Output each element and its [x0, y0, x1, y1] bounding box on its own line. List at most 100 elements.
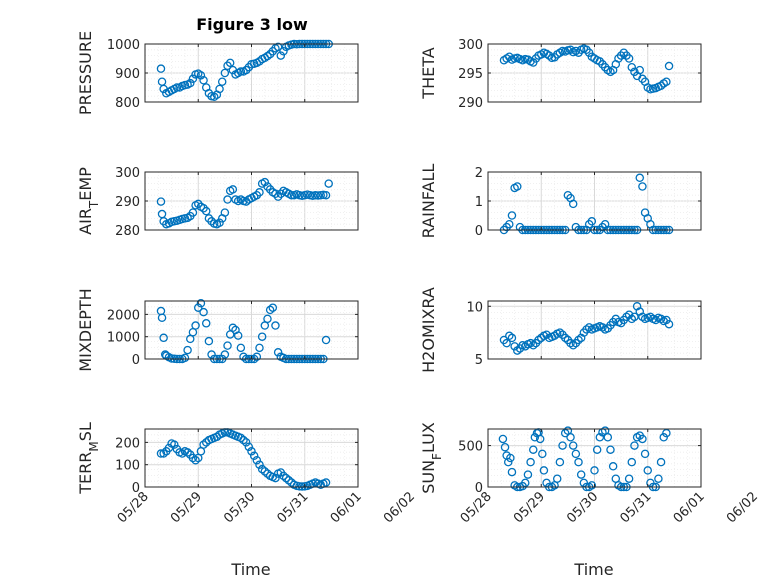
data-point: [207, 350, 216, 359]
y-tick-label: 300: [115, 166, 140, 181]
data-point: [627, 62, 637, 72]
data-point: [568, 341, 578, 350]
y-tick-label: 300: [458, 38, 483, 53]
data-point: [228, 323, 238, 333]
data-point: [215, 218, 224, 227]
y-axis-label: PRESSURE: [76, 31, 95, 115]
data-point: [183, 448, 192, 457]
data-point: [624, 474, 634, 483]
data-point: [252, 455, 262, 465]
data-point: [568, 441, 578, 450]
data-point: [247, 447, 256, 456]
data-point: [630, 441, 639, 450]
data-point: [257, 464, 267, 474]
data-point: [225, 58, 235, 68]
subplot-1: 800 900 1000 PRESSURE: [76, 31, 359, 115]
data-point: [321, 478, 331, 487]
data-point: [186, 78, 195, 88]
data-points: [156, 298, 331, 364]
data-point: [295, 482, 304, 491]
data-point: [220, 350, 230, 359]
data-point: [239, 435, 248, 445]
data-point: [159, 333, 168, 343]
data-point: [606, 445, 615, 454]
subplot-6: 5 10 H2OMIXRA: [419, 287, 702, 373]
ylabel-part: AIR: [76, 208, 95, 235]
data-point: [287, 190, 296, 200]
data-point: [529, 341, 538, 350]
data-point: [236, 433, 246, 443]
data-point: [662, 77, 671, 86]
ylabel-part: SUN: [419, 460, 438, 494]
data-point: [271, 321, 280, 330]
y-axis-label: AIRTEMP: [76, 167, 101, 235]
left-x-axis-label: Time: [230, 560, 270, 579]
data-point: [180, 353, 190, 363]
data-point: [507, 211, 517, 220]
data-point: [191, 455, 200, 465]
y-axis-label: SUNFLUX: [419, 422, 444, 494]
data-point: [196, 298, 206, 308]
y-axis-label: THETA: [419, 47, 438, 99]
data-point: [241, 438, 251, 447]
y-axis-label: RAINFALL: [419, 164, 438, 239]
data-point: [566, 433, 575, 442]
data-point: [507, 333, 517, 343]
y-tick-label: 290: [115, 195, 140, 210]
data-point: [236, 67, 246, 76]
y-tick-label: 0: [475, 224, 483, 239]
data-point: [571, 449, 581, 459]
data-point: [170, 440, 179, 449]
data-point: [638, 434, 647, 444]
data-point: [273, 42, 283, 52]
data-point: [505, 331, 514, 341]
data-point: [590, 466, 599, 475]
data-point: [172, 83, 182, 92]
data-point: [664, 61, 674, 71]
data-point: [276, 51, 286, 60]
data-point: [220, 208, 230, 217]
data-point: [157, 313, 167, 322]
data-point: [236, 343, 246, 353]
data-point: [260, 177, 270, 187]
data-point: [223, 341, 232, 350]
y-tick-label: 2000: [107, 308, 140, 323]
ylabel-subscript: M: [87, 441, 101, 451]
subplot-5: 0 1000 2000 MIXDEPTH: [76, 288, 359, 372]
y-tick-label: 1: [475, 195, 483, 210]
data-point: [523, 470, 533, 479]
data-point: [513, 346, 522, 355]
data-point: [510, 342, 519, 351]
y-tick-label: 5: [475, 353, 483, 368]
data-point: [539, 466, 549, 475]
ylabel-part: SL: [76, 422, 95, 441]
data-point: [279, 47, 288, 56]
data-point: [502, 338, 511, 348]
data-point: [603, 433, 613, 442]
ylabel-part: LUX: [419, 422, 438, 453]
data-point: [651, 315, 660, 325]
y-tick-label: 290: [458, 96, 483, 111]
data-point: [587, 481, 597, 490]
data-point: [638, 182, 647, 191]
data-point: [574, 335, 583, 345]
data-point: [156, 449, 166, 458]
data-point: [513, 182, 522, 191]
data-point: [662, 428, 671, 438]
y-tick-label: 0: [475, 481, 483, 496]
data-point: [526, 338, 535, 348]
subplot-3: 280 290 300 AIRTEMP: [76, 166, 359, 239]
data-point: [558, 441, 567, 450]
data-point: [566, 338, 575, 348]
ylabel-part: EMP: [76, 167, 95, 201]
data-point: [217, 77, 227, 86]
data-point: [584, 323, 594, 332]
subplot-2: 290 295 300 THETA: [419, 38, 702, 111]
y-axis-label: TERRMSL: [76, 422, 101, 495]
data-point: [568, 199, 578, 209]
y-tick-label: 2: [475, 166, 483, 181]
data-points: [499, 44, 674, 94]
data-point: [624, 310, 634, 319]
data-point: [156, 197, 166, 206]
